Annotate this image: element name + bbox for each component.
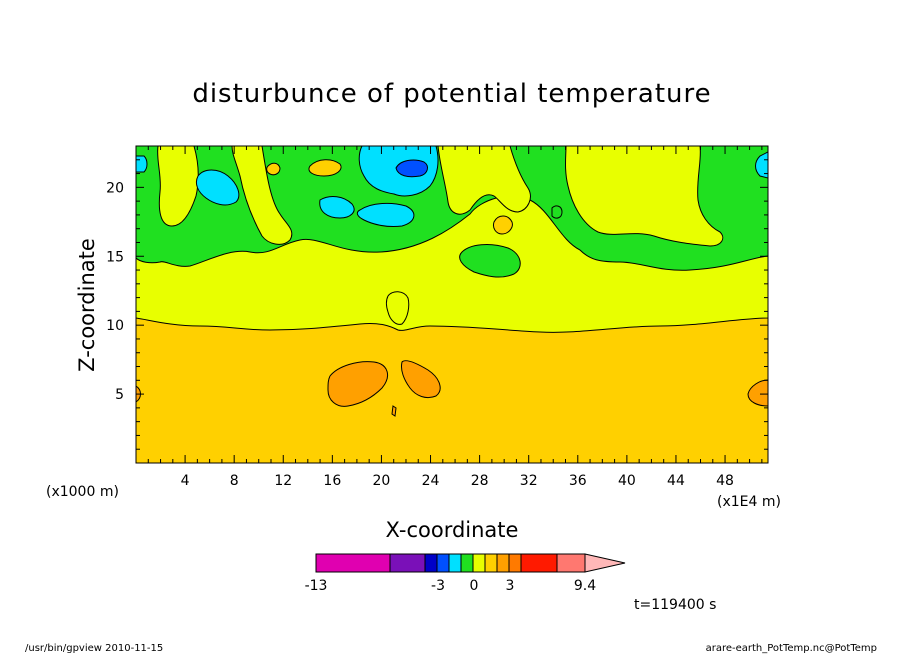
colorbar-labels: -13 -3 0 3 9.4 bbox=[305, 578, 597, 594]
region-dark-orange bbox=[327, 361, 389, 407]
x-tick-label: 8 bbox=[230, 473, 239, 489]
colorbar-label: 3 bbox=[506, 578, 515, 594]
region-blue bbox=[395, 159, 428, 178]
x-units-right: (x1E4 m) bbox=[717, 494, 781, 510]
colorbar-swatch bbox=[448, 553, 462, 573]
colorbar bbox=[315, 553, 626, 573]
x-axis-label: X-coordinate bbox=[386, 518, 519, 542]
y-axis-label: Z-coordinate bbox=[75, 238, 99, 372]
x-tick-label: 44 bbox=[667, 473, 685, 489]
x-tick-label: 28 bbox=[471, 473, 489, 489]
colorbar-swatch bbox=[472, 553, 486, 573]
x-tick-label: 4 bbox=[181, 473, 190, 489]
x-tick-label: 36 bbox=[569, 473, 587, 489]
x-tick-label: 12 bbox=[274, 473, 292, 489]
time-label: t=119400 s bbox=[634, 597, 716, 613]
x-tick-label: 40 bbox=[618, 473, 636, 489]
colorbar-swatch bbox=[389, 553, 426, 573]
y-tick-label: 5 bbox=[115, 387, 124, 403]
colorbar-swatch bbox=[436, 553, 450, 573]
x-units-left: (x1000 m) bbox=[46, 484, 119, 500]
colorbar-swatch bbox=[556, 553, 586, 573]
x-tick-label: 48 bbox=[716, 473, 734, 489]
colorbar-swatch bbox=[424, 553, 438, 573]
footer-right: arare-earth_PotTemp.nc@PotTemp bbox=[706, 643, 877, 654]
y-tick-label: 20 bbox=[106, 180, 124, 196]
colorbar-extend-arrow bbox=[584, 553, 626, 573]
y-axis: 5 10 15 20 bbox=[106, 159, 768, 450]
x-axis: 4 8 12 16 20 24 28 32 36 40 44 48 bbox=[147, 146, 763, 489]
colorbar-label: 0 bbox=[470, 578, 479, 594]
x-tick-label: 20 bbox=[373, 473, 391, 489]
plot-frame bbox=[135, 145, 769, 464]
chart-title: disturbunce of potential temperature bbox=[192, 79, 711, 109]
colorbar-label: -3 bbox=[431, 578, 445, 594]
colorbar-swatch bbox=[484, 553, 498, 573]
colorbar-swatch bbox=[460, 553, 474, 573]
colorbar-label: 9.4 bbox=[574, 578, 596, 594]
x-tick-label: 16 bbox=[323, 473, 341, 489]
footer-left: /usr/bin/gpview 2010-11-15 bbox=[25, 643, 163, 654]
colorbar-swatch bbox=[520, 553, 558, 573]
colorbar-label: -13 bbox=[305, 578, 328, 594]
colorbar-swatch bbox=[508, 553, 522, 573]
x-tick-label: 24 bbox=[422, 473, 440, 489]
colorbar-swatch bbox=[315, 553, 391, 573]
x-tick-label: 32 bbox=[520, 473, 538, 489]
y-tick-label: 10 bbox=[106, 318, 124, 334]
y-tick-label: 15 bbox=[106, 249, 124, 265]
colorbar-swatch bbox=[496, 553, 510, 573]
